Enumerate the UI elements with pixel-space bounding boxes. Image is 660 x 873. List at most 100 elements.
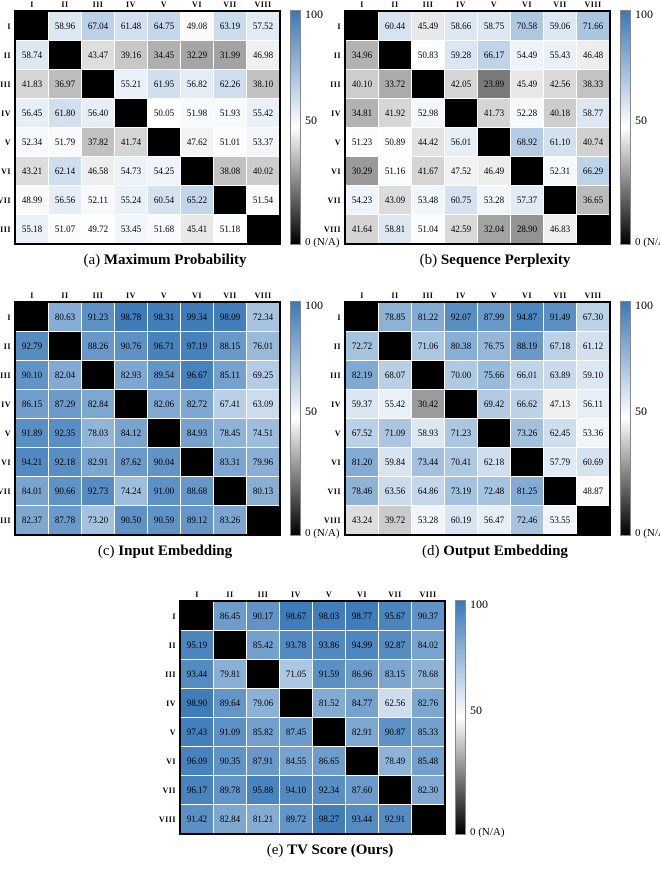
- heatmap-cell-diagonal: [247, 506, 279, 534]
- heatmap-cell-diagonal: [148, 419, 180, 447]
- heatmap-cell-diagonal: [445, 99, 477, 127]
- heatmap-cell: 56.45: [16, 99, 48, 127]
- heatmap-cell: 94.99: [346, 631, 378, 659]
- heatmap-cell: 60.69: [577, 448, 609, 476]
- heatmap-body: I II III IV V VI VII VIII 86.45 90.17 98.67 98.03 98…: [159, 597, 505, 838]
- heatmap-cell: 95.88: [247, 776, 279, 804]
- column-header: IV: [126, 0, 136, 9]
- heatmap-cell: 71.23: [445, 419, 477, 447]
- heatmap-cell: 74.24: [115, 477, 147, 505]
- heatmap-grid: 58.96 67.04 61.48 64.75 49.08 63.19 57.52 58.74…: [14, 10, 281, 245]
- heatmap-cell: 69.25: [247, 361, 279, 389]
- heatmap-cell: 62.14: [49, 157, 81, 185]
- row-label: V: [4, 428, 11, 438]
- heatmap-cell-diagonal: [115, 99, 147, 127]
- heatmap-cell: 72.34: [247, 303, 279, 331]
- colorbar-label-mid: 50: [635, 404, 647, 419]
- heatmap-cell: 70.41: [445, 448, 477, 476]
- heatmap-cell-diagonal: [148, 128, 180, 156]
- heatmap-cell-diagonal: [49, 41, 81, 69]
- heatmap-cell: 78.46: [346, 477, 378, 505]
- column-header: V: [325, 590, 333, 599]
- heatmap-cell: 63.19: [214, 12, 246, 40]
- heatmap-cell: 56.56: [49, 186, 81, 214]
- heatmap-cell: 92.35: [49, 419, 81, 447]
- row-label: I: [172, 611, 176, 621]
- heatmap-cell-diagonal: [412, 361, 444, 389]
- heatmap-cell: 55.24: [115, 186, 147, 214]
- heatmap-cell: 81.25: [511, 477, 543, 505]
- heatmap-cell: 83.26: [214, 506, 246, 534]
- colorbar-gradient: [290, 301, 301, 536]
- heatmap-cell-diagonal: [181, 602, 213, 630]
- column-header: IV: [456, 0, 466, 9]
- heatmap-cell: 71.06: [412, 332, 444, 360]
- column-header: V: [490, 291, 498, 300]
- column-header: VI: [522, 291, 532, 300]
- heatmap-cell: 72.72: [346, 332, 378, 360]
- heatmap-cell: 66.01: [511, 361, 543, 389]
- heatmap-cell: 60.75: [445, 186, 477, 214]
- heatmap-cell: 40.02: [247, 157, 279, 185]
- heatmap-cell: 92.79: [16, 332, 48, 360]
- heatmap-cell: 85.82: [247, 718, 279, 746]
- heatmap-cell: 90.04: [148, 448, 180, 476]
- heatmap-grid: 78.85 81.22 92.07 87.99 94.87 91.49 67.30 72.72…: [344, 301, 611, 536]
- column-header: I: [30, 291, 34, 300]
- heatmap-cell: 41.83: [16, 70, 48, 98]
- heatmap-cell: 98.67: [280, 602, 312, 630]
- heatmap-body: I II III IV V VI VII VIII 78.85 81.22 92.07 87.99 94…: [324, 298, 660, 539]
- heatmap-cell: 89.64: [214, 689, 246, 717]
- heatmap-cell: 67.04: [82, 12, 114, 40]
- heatmap-cell: 59.37: [346, 390, 378, 418]
- heatmap-cell: 92.87: [379, 631, 411, 659]
- heatmap-cell: 46.83: [544, 215, 576, 243]
- heatmap-cell: 58.74: [16, 41, 48, 69]
- row-label: VIII: [0, 224, 11, 234]
- heatmap-cell: 51.04: [412, 215, 444, 243]
- heatmap-cell: 78.49: [379, 747, 411, 775]
- row-label: VIII: [0, 515, 11, 525]
- heatmap-cell: 95.67: [379, 602, 411, 630]
- row-label: III: [165, 669, 176, 679]
- heatmap-cell: 98.31: [148, 303, 180, 331]
- heatmap-cell: 36.97: [49, 70, 81, 98]
- colorbar: 100 50 0 (N/A): [290, 7, 342, 248]
- colorbar-label-max: 100: [305, 298, 323, 312]
- column-header: VIII: [254, 0, 272, 9]
- heatmap-cell: 88.19: [511, 332, 543, 360]
- heatmap-cell: 71.05: [280, 660, 312, 688]
- heatmap-cell: 55.18: [16, 215, 48, 243]
- heatmap-cell: 91.59: [313, 660, 345, 688]
- heatmap-cell: 64.86: [412, 477, 444, 505]
- heatmap-cell: 91.23: [82, 303, 114, 331]
- column-headers: I II III IV V VI VII VIII: [16, 291, 330, 301]
- colorbar-label-min: 0 (N/A): [470, 826, 505, 838]
- colorbar-gradient: [620, 10, 631, 245]
- row-label: I: [337, 312, 341, 322]
- heatmap-cell: 46.98: [247, 41, 279, 69]
- row-label: VII: [327, 195, 341, 205]
- heatmap-cell: 70.00: [445, 361, 477, 389]
- heatmap-cell: 88.26: [82, 332, 114, 360]
- heatmap-cell: 66.62: [511, 390, 543, 418]
- row-label: III: [0, 79, 11, 89]
- column-header: I: [30, 0, 34, 9]
- panel-caption: (b) Sequence Perplexity: [330, 252, 660, 269]
- heatmap-cell: 74.51: [247, 419, 279, 447]
- heatmap-cell: 68.07: [379, 361, 411, 389]
- heatmap-cell: 50.05: [148, 99, 180, 127]
- heatmap-cell: 34.81: [346, 99, 378, 127]
- heatmap-cell-diagonal: [577, 506, 609, 534]
- heatmap-cell: 80.38: [445, 332, 477, 360]
- heatmap-cell: 82.19: [346, 361, 378, 389]
- row-label: III: [330, 370, 341, 380]
- heatmap-cell: 80.63: [49, 303, 81, 331]
- heatmap-cell: 59.06: [544, 12, 576, 40]
- heatmap-cell: 94.87: [511, 303, 543, 331]
- heatmap-cell: 56.82: [181, 70, 213, 98]
- column-header: II: [391, 0, 399, 9]
